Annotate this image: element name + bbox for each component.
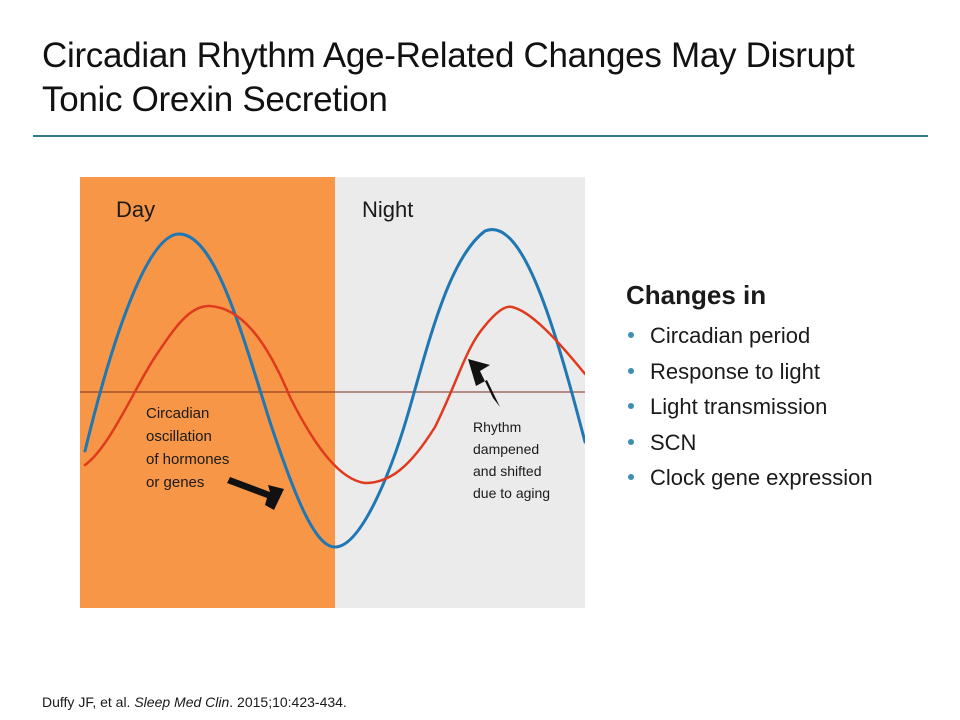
- circadian-diagram-svg: Day Night Circadian oscillation of hormo…: [80, 177, 585, 608]
- bullet-icon: [628, 474, 634, 480]
- arrow-down-right: [227, 477, 284, 510]
- night-label: Night: [362, 197, 413, 222]
- annotation-right: Rhythm dampened and shifted due to aging: [473, 419, 550, 501]
- annotation-left-line: oscillation: [146, 428, 212, 445]
- changes-heading: Changes in: [626, 280, 767, 310]
- annotation-left-line: or genes: [146, 474, 204, 491]
- list-item: Response to light: [626, 354, 946, 390]
- annotation-right-line: dampened: [473, 441, 539, 457]
- arrow-up-left: [468, 359, 500, 407]
- list-item-label: Response to light: [650, 358, 820, 384]
- list-item: Light transmission: [626, 389, 946, 425]
- title-divider: [33, 135, 928, 137]
- slide-title: Circadian Rhythm Age-Related Changes May…: [42, 36, 855, 119]
- aged-rhythm-curve: [83, 304, 585, 485]
- annotation-right-line: Rhythm: [473, 419, 521, 435]
- list-item-label: Circadian period: [650, 323, 811, 348]
- annotation-right-line: due to aging: [473, 485, 550, 501]
- annotation-left: Circadian oscillation of hormones or gen…: [146, 405, 234, 491]
- bullet-icon: [628, 332, 634, 338]
- list-item: Clock gene expression: [626, 460, 946, 496]
- list-item: SCN: [626, 425, 946, 461]
- bullet-icon: [628, 438, 634, 445]
- annotation-right-line: and shifted: [473, 463, 542, 479]
- bullet-icon: [628, 367, 634, 374]
- citation-journal: Sleep Med Clin: [134, 694, 230, 710]
- citation-authors: Duffy JF, et al.: [42, 694, 135, 710]
- list-item-label: Clock gene expression: [650, 465, 873, 490]
- list-item: Circadian period: [626, 318, 946, 354]
- list-item-label: Light transmission: [650, 394, 828, 419]
- list-item-label: SCN: [650, 429, 697, 455]
- circadian-diagram: Day Night Circadian oscillation of hormo…: [80, 177, 585, 608]
- changes-list-panel: Changes in Circadian period Response to …: [626, 278, 946, 496]
- normal-rhythm-curve: [83, 228, 585, 549]
- bullet-icon: [628, 403, 634, 409]
- citation: Duffy JF, et al. Sleep Med Clin. 2015;10…: [42, 694, 347, 710]
- day-label: Day: [116, 197, 155, 222]
- annotation-left-line: of hormones: [146, 451, 229, 468]
- changes-list: Circadian period Response to light Light…: [626, 318, 946, 496]
- annotation-left-line: Circadian: [146, 405, 209, 422]
- citation-details: . 2015;10:423-434.: [229, 694, 347, 710]
